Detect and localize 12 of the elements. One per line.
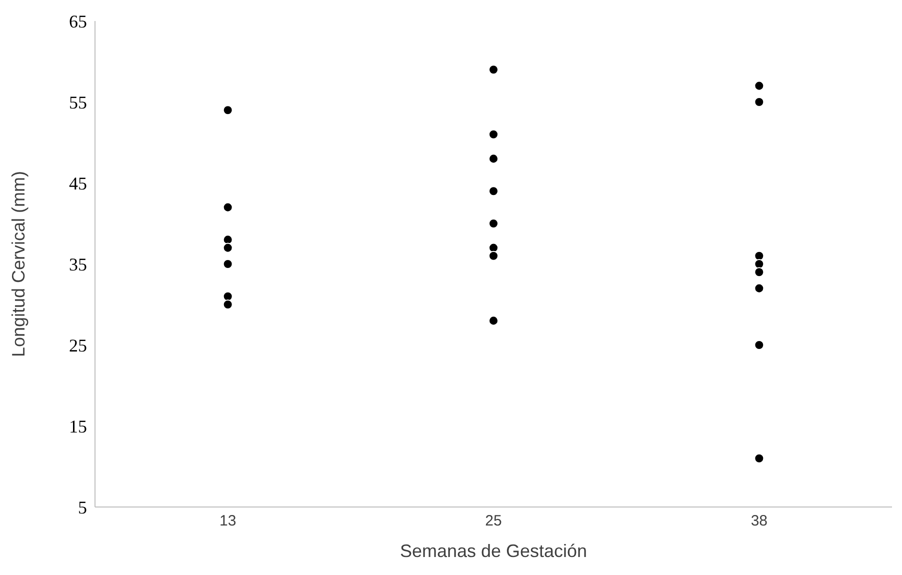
- x-tick-label: 13: [219, 512, 236, 530]
- x-axis-title: Semanas de Gestación: [400, 541, 588, 561]
- y-tick-label: 5: [78, 497, 87, 518]
- x-tick-label: 38: [750, 512, 768, 530]
- x-tick-label: 25: [485, 512, 502, 530]
- y-tick-label: 55: [69, 92, 87, 112]
- y-tick-label: 15: [69, 416, 87, 436]
- y-axis-title: Longitud Cervical (mm): [8, 170, 28, 358]
- y-tick-label: 25: [69, 335, 87, 356]
- y-tick-label: 45: [69, 173, 87, 194]
- y-tick-label: 35: [69, 254, 87, 274]
- y-tick-label: 65: [69, 11, 87, 32]
